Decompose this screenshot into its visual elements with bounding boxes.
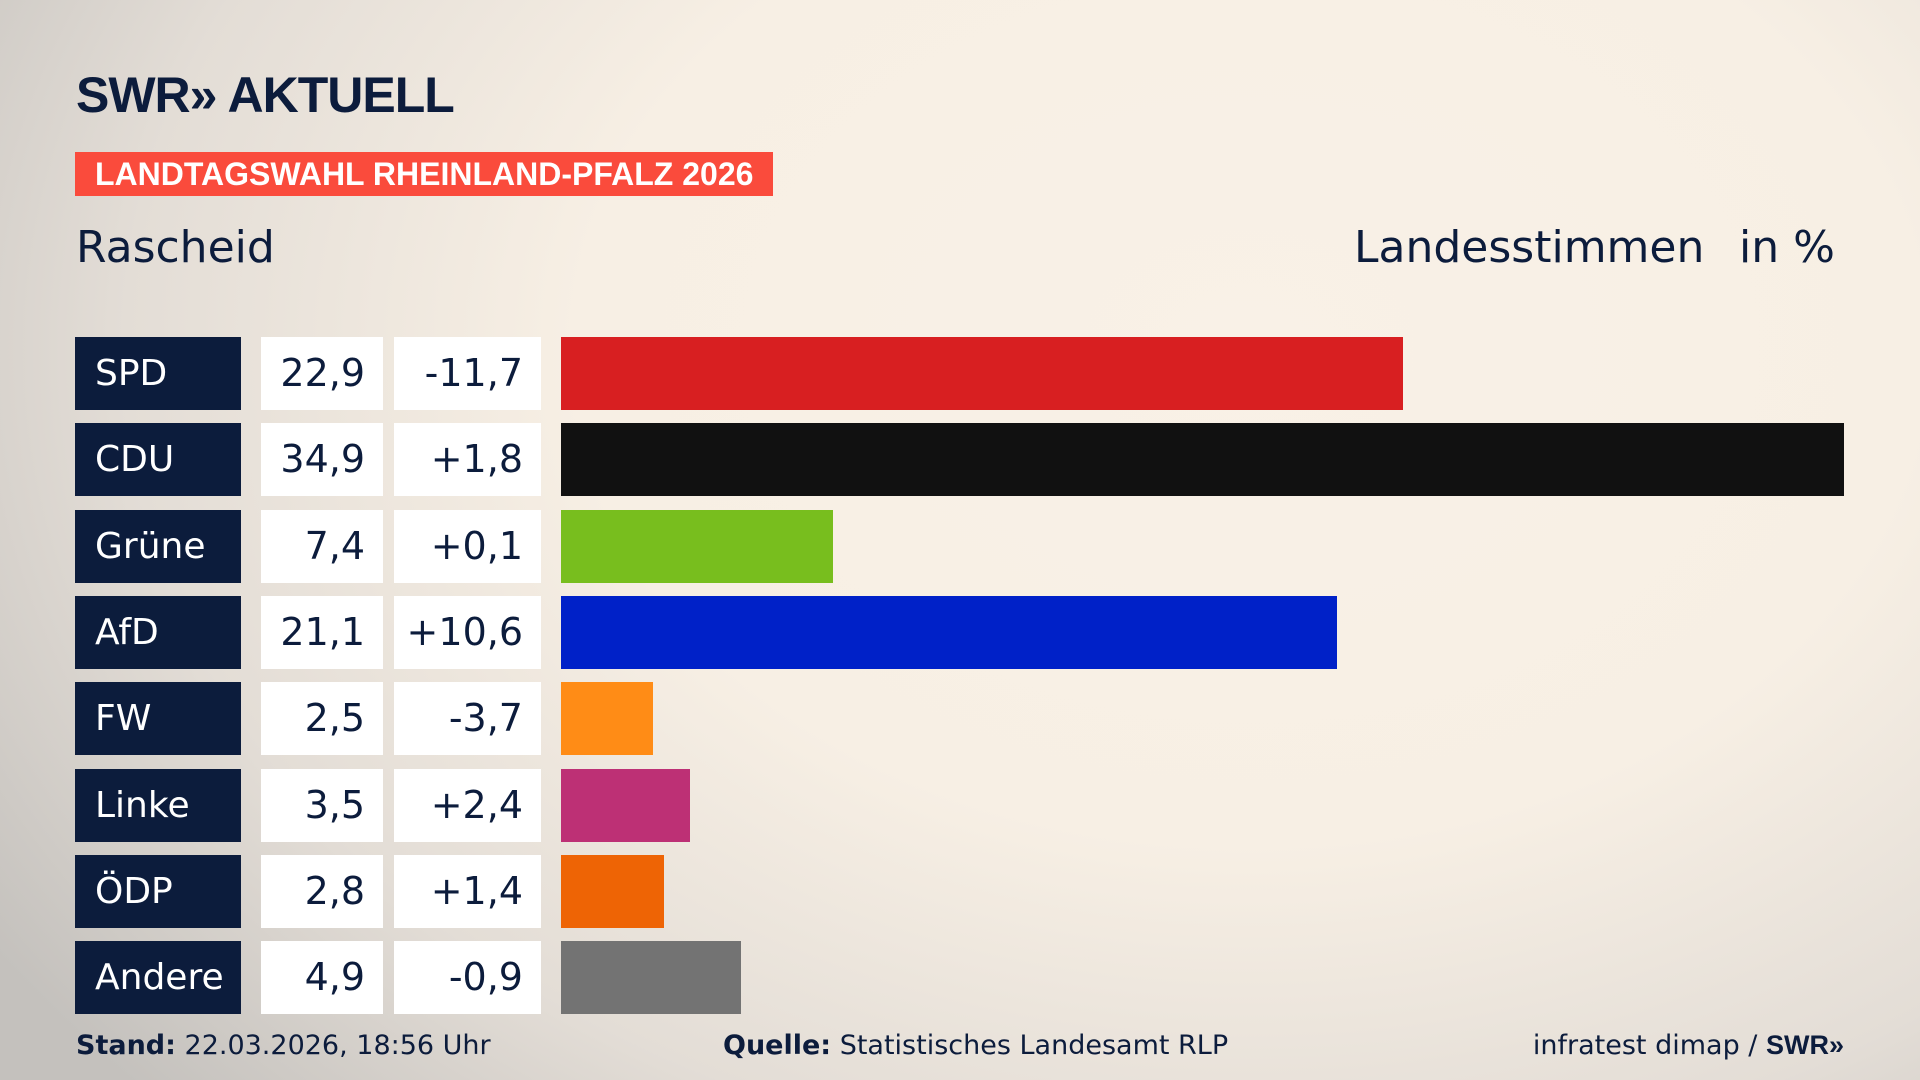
party-label: Linke — [75, 768, 241, 842]
party-label: ÖDP — [75, 854, 241, 928]
party-label: Grüne — [75, 509, 241, 583]
change-label: -3,7 — [394, 682, 541, 756]
measure-label: Landesstimmen — [1354, 222, 1705, 273]
party-row: Grüne 7,4 +0,1 — [0, 509, 1920, 583]
stand-label: Stand: — [76, 1030, 176, 1061]
change-label: +1,4 — [394, 854, 541, 928]
bar-linke — [561, 768, 690, 842]
swr-logo: SWR» — [1765, 1030, 1844, 1060]
party-row: Linke 3,5 +2,4 — [0, 768, 1920, 842]
credit-text: infratest dimap / — [1532, 1030, 1766, 1061]
party-label: AfD — [75, 595, 241, 669]
value-label: 7,4 — [261, 509, 383, 583]
change-label: +2,4 — [394, 768, 541, 842]
election-banner: LANDTAGSWAHL RHEINLAND-PFALZ 2026 — [75, 152, 774, 196]
bar-cdu — [561, 423, 1844, 497]
value-label: 4,9 — [261, 941, 383, 1015]
change-label: +0,1 — [394, 509, 541, 583]
party-row: SPD 22,9 -11,7 — [0, 337, 1920, 410]
change-label: +10,6 — [394, 595, 541, 669]
stand-value: 22.03.2026, 18:56 Uhr — [184, 1030, 491, 1061]
party-label: SPD — [75, 337, 241, 410]
value-label: 2,8 — [261, 854, 383, 928]
footer-credit: infratest dimap / SWR» — [1533, 1030, 1844, 1061]
bar-spd — [561, 337, 1403, 410]
party-label: Andere — [75, 941, 241, 1015]
value-label: 2,5 — [261, 682, 383, 756]
bar-fw — [561, 682, 653, 756]
unit-label: in % — [1739, 222, 1835, 273]
party-row: AfD 21,1 +10,6 — [0, 595, 1920, 669]
change-label: -0,9 — [394, 941, 541, 1015]
footer-stand: Stand: 22.03.2026, 18:56 Uhr — [76, 1030, 491, 1061]
change-label: +1,8 — [394, 423, 541, 497]
party-row: Andere 4,9 -0,9 — [0, 941, 1920, 1015]
party-row: ÖDP 2,8 +1,4 — [0, 854, 1920, 928]
bar-grüne — [561, 509, 834, 583]
party-label: FW — [75, 682, 241, 756]
value-label: 21,1 — [261, 595, 383, 669]
party-row: CDU 34,9 +1,8 — [0, 423, 1920, 497]
value-label: 22,9 — [261, 337, 383, 410]
bar-andere — [561, 941, 742, 1015]
source-value: Statistisches Landesamt RLP — [839, 1030, 1229, 1061]
change-label: -11,7 — [394, 337, 541, 410]
swr-aktuell-logo: SWR» AKTUELL — [76, 67, 455, 123]
bar-ödp — [561, 854, 664, 928]
place-name: Rascheid — [76, 222, 275, 273]
bar-afd — [561, 595, 1337, 669]
party-row: FW 2,5 -3,7 — [0, 682, 1920, 756]
value-label: 3,5 — [261, 768, 383, 842]
footer-source: Quelle: Statistisches Landesamt RLP — [723, 1030, 1228, 1061]
source-label: Quelle: — [723, 1030, 832, 1061]
party-label: CDU — [75, 423, 241, 497]
value-label: 34,9 — [261, 423, 383, 497]
